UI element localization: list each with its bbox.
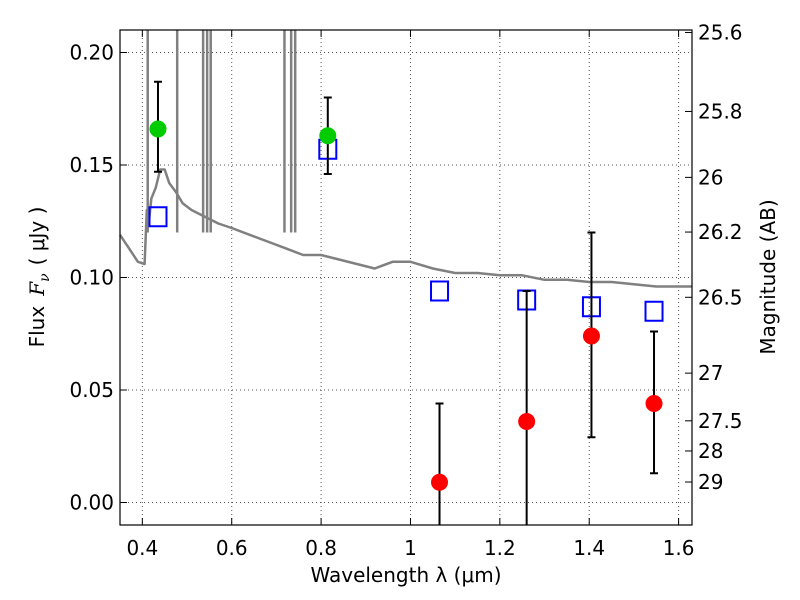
x-tick-label: 0.4 (126, 536, 158, 560)
y2-tick-label: 28 (698, 439, 723, 463)
x-axis-label: Wavelength λ (μm) (310, 563, 501, 587)
y2-axis-label: Magnitude (AB) (756, 199, 780, 354)
x-tick-label: 1.2 (484, 536, 516, 560)
y2-tick-label: 26 (698, 165, 723, 189)
x-tick-label: 0.6 (216, 536, 248, 560)
marker-layer (148, 80, 664, 525)
non-detection-point (431, 473, 449, 491)
y2-tick-label: 29 (698, 470, 723, 494)
y2-tick-label: 26.5 (698, 285, 743, 309)
sed-template-line (118, 168, 692, 288)
non-detection-point (645, 395, 663, 412)
model-flux-square (148, 206, 168, 228)
x-tick-label: 1.4 (573, 536, 605, 560)
detection-point (149, 120, 167, 138)
detection-point (319, 127, 337, 145)
x-tick-label: 0.8 (305, 536, 337, 560)
y-tick-label: 0.05 (69, 378, 114, 402)
y-axis-label-text: Flux (25, 306, 49, 348)
y2-tick-label: 27 (698, 361, 723, 385)
non-detection-point (518, 413, 536, 430)
non-detection-point (582, 327, 600, 345)
y-axis-subscript: ν (37, 273, 53, 282)
grid-layer (120, 30, 692, 525)
model-flux-square (430, 280, 450, 302)
y-tick-label: 0.20 (69, 41, 114, 65)
y-tick-label: 0.15 (69, 153, 114, 177)
y2-tick-label: 25.8 (698, 99, 743, 123)
model-flux-square (644, 300, 664, 322)
y2-tick-label: 27.5 (698, 409, 743, 433)
y2-tick-label: 25.6 (698, 20, 743, 44)
sed-layer (118, 30, 692, 288)
y-axis-unit: ( μJy ) (25, 207, 49, 266)
y-tick-label: 0.00 (69, 491, 114, 515)
y2-tick-label: 26.2 (698, 220, 743, 244)
y-axis-symbol: F (25, 281, 49, 297)
x-tick-label: 1 (404, 536, 417, 560)
plot-frame (119, 29, 693, 526)
x-tick-label: 1.6 (663, 536, 695, 560)
y-axis-label: Flux Fν ( μJy ) (25, 207, 53, 348)
tick-layer: 0.4 0.6 0.8 1 1.2 1.4 1.6 0.00 0.05 0.10 0.15 0.20 2… (69, 20, 742, 560)
y-tick-label: 0.10 (69, 266, 114, 290)
